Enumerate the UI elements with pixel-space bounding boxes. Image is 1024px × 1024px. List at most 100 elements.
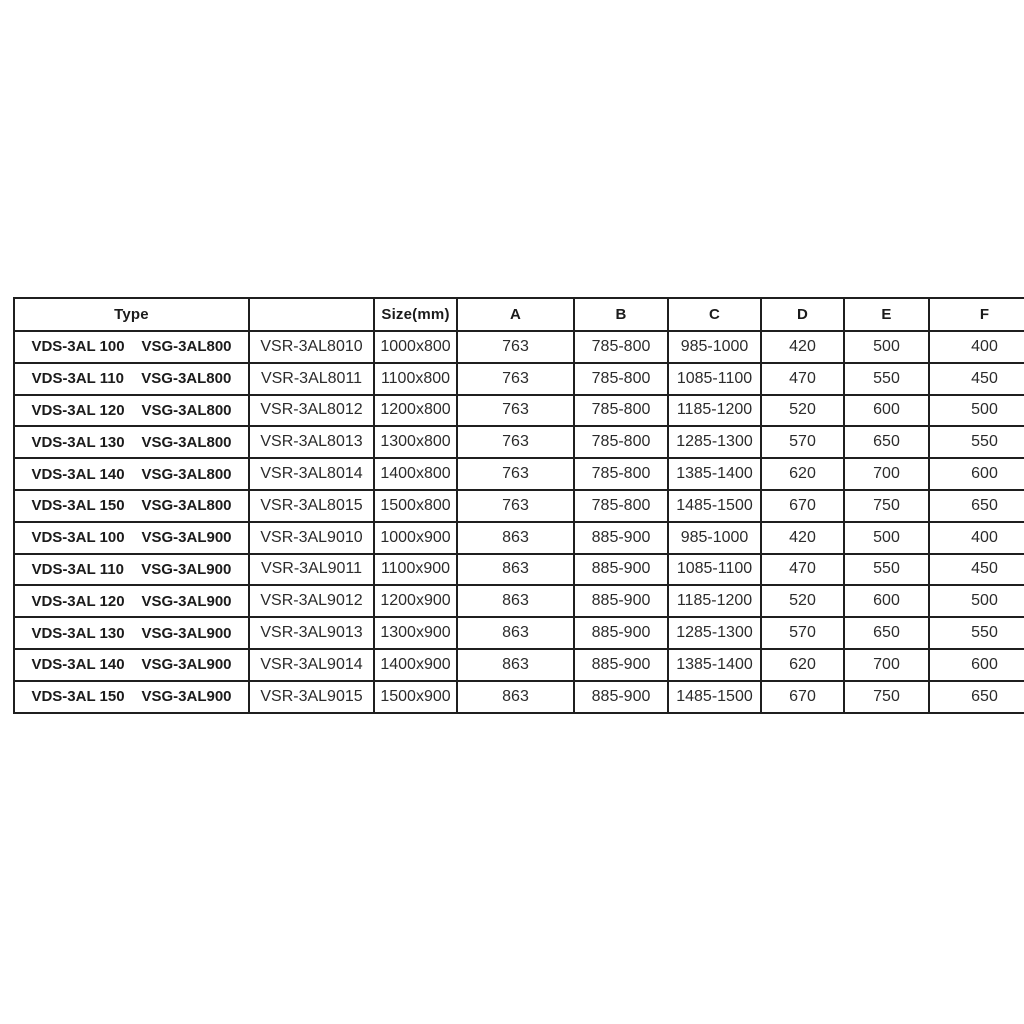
value-c-cell: 1185-1200	[667, 393, 762, 428]
value-d-cell: 620	[760, 647, 845, 682]
header-size: Size(mm)	[373, 297, 458, 332]
header-d: D	[760, 297, 845, 332]
value-b-cell: 885-900	[573, 584, 669, 619]
value-f-cell: 600	[928, 647, 1024, 682]
value-e-cell: 550	[843, 552, 930, 587]
type-cell: VDS-3AL 130 VSG-3AL800	[13, 425, 250, 460]
type-cell: VDS-3AL 120 VSG-3AL900	[13, 584, 250, 619]
type-vsg-label: VSG-3AL800	[141, 465, 232, 483]
value-a-cell: 863	[456, 552, 575, 587]
table-row: VDS-3AL 130 VSG-3AL900 VSR-3AL9013 1300x…	[13, 616, 1024, 650]
type-label-pair: VDS-3AL 120 VSG-3AL800	[16, 401, 247, 419]
value-f-cell: 450	[928, 361, 1024, 396]
value-d-cell: 520	[760, 584, 845, 619]
type-vds-label: VDS-3AL 130	[31, 433, 125, 451]
type-label-pair: VDS-3AL 130 VSG-3AL900	[16, 624, 247, 642]
type-label-pair: VDS-3AL 110 VSG-3AL800	[16, 370, 247, 388]
value-e-cell: 600	[843, 393, 930, 428]
value-b-cell: 785-800	[573, 425, 669, 460]
type-label-pair: VDS-3AL 110 VSG-3AL900	[16, 560, 247, 578]
size-cell: 1200x900	[373, 584, 458, 619]
type-vsg-label: VSG-3AL900	[141, 592, 232, 610]
header-code	[248, 297, 375, 332]
type-label-pair: VDS-3AL 150 VSG-3AL900	[16, 688, 247, 706]
value-f-cell: 550	[928, 616, 1024, 650]
value-c-cell: 1085-1100	[667, 552, 762, 587]
value-d-cell: 420	[760, 330, 845, 364]
value-f-cell: 450	[928, 552, 1024, 587]
code-cell: VSR-3AL8015	[248, 488, 375, 523]
table-row: VDS-3AL 150 VSG-3AL800 VSR-3AL8015 1500x…	[13, 488, 1024, 523]
header-f: F	[928, 297, 1024, 332]
value-e-cell: 600	[843, 584, 930, 619]
value-d-cell: 420	[760, 520, 845, 555]
value-c-cell: 1185-1200	[667, 584, 762, 619]
value-b-cell: 885-900	[573, 679, 669, 714]
spec-table: Type Size(mm) A B C D E F VDS-3AL 100 VS…	[13, 297, 1024, 714]
type-vds-label: VDS-3AL 110	[31, 370, 124, 388]
type-vsg-label: VSG-3AL900	[141, 560, 232, 578]
type-vsg-label: VSG-3AL800	[141, 401, 232, 419]
value-b-cell: 785-800	[573, 457, 669, 491]
code-cell: VSR-3AL8013	[248, 425, 375, 460]
type-vds-label: VDS-3AL 130	[31, 624, 125, 642]
type-label-pair: VDS-3AL 150 VSG-3AL800	[16, 497, 247, 515]
value-d-cell: 570	[760, 616, 845, 650]
code-cell: VSR-3AL9010	[248, 520, 375, 555]
value-e-cell: 650	[843, 616, 930, 650]
value-f-cell: 550	[928, 425, 1024, 460]
value-b-cell: 785-800	[573, 393, 669, 428]
header-c: C	[667, 297, 762, 332]
value-a-cell: 863	[456, 647, 575, 682]
value-e-cell: 750	[843, 679, 930, 714]
header-type: Type	[13, 297, 250, 332]
header-b: B	[573, 297, 669, 332]
type-vds-label: VDS-3AL 100	[31, 338, 125, 356]
code-cell: VSR-3AL9012	[248, 584, 375, 619]
code-cell: VSR-3AL8010	[248, 330, 375, 364]
value-a-cell: 863	[456, 520, 575, 555]
size-cell: 1400x900	[373, 647, 458, 682]
size-cell: 1100x900	[373, 552, 458, 587]
value-f-cell: 650	[928, 488, 1024, 523]
type-vsg-label: VSG-3AL800	[141, 338, 232, 356]
value-d-cell: 570	[760, 425, 845, 460]
value-a-cell: 763	[456, 330, 575, 364]
code-cell: VSR-3AL8014	[248, 457, 375, 491]
type-vds-label: VDS-3AL 150	[31, 497, 125, 515]
value-d-cell: 520	[760, 393, 845, 428]
table-row: VDS-3AL 140 VSG-3AL800 VSR-3AL8014 1400x…	[13, 457, 1024, 491]
value-e-cell: 700	[843, 647, 930, 682]
type-vsg-label: VSG-3AL900	[141, 688, 232, 706]
type-vds-label: VDS-3AL 100	[31, 529, 125, 547]
size-cell: 1500x900	[373, 679, 458, 714]
type-vds-label: VDS-3AL 140	[31, 465, 125, 483]
type-vds-label: VDS-3AL 140	[31, 656, 125, 674]
code-cell: VSR-3AL8011	[248, 361, 375, 396]
type-cell: VDS-3AL 100 VSG-3AL900	[13, 520, 250, 555]
value-c-cell: 1285-1300	[667, 425, 762, 460]
value-c-cell: 1385-1400	[667, 457, 762, 491]
value-d-cell: 670	[760, 488, 845, 523]
value-f-cell: 400	[928, 520, 1024, 555]
code-cell: VSR-3AL8012	[248, 393, 375, 428]
type-cell: VDS-3AL 150 VSG-3AL900	[13, 679, 250, 714]
type-label-pair: VDS-3AL 100 VSG-3AL900	[16, 529, 247, 547]
type-cell: VDS-3AL 110 VSG-3AL900	[13, 552, 250, 587]
size-cell: 1300x900	[373, 616, 458, 650]
value-b-cell: 885-900	[573, 616, 669, 650]
value-c-cell: 1385-1400	[667, 647, 762, 682]
type-label-pair: VDS-3AL 140 VSG-3AL900	[16, 656, 247, 674]
header-a: A	[456, 297, 575, 332]
value-e-cell: 700	[843, 457, 930, 491]
value-a-cell: 763	[456, 425, 575, 460]
table-row: VDS-3AL 130 VSG-3AL800 VSR-3AL8013 1300x…	[13, 425, 1024, 460]
table-row: VDS-3AL 100 VSG-3AL900 VSR-3AL9010 1000x…	[13, 520, 1024, 555]
value-e-cell: 500	[843, 520, 930, 555]
type-cell: VDS-3AL 140 VSG-3AL800	[13, 457, 250, 491]
value-f-cell: 400	[928, 330, 1024, 364]
type-label-pair: VDS-3AL 140 VSG-3AL800	[16, 465, 247, 483]
value-b-cell: 785-800	[573, 361, 669, 396]
type-cell: VDS-3AL 140 VSG-3AL900	[13, 647, 250, 682]
